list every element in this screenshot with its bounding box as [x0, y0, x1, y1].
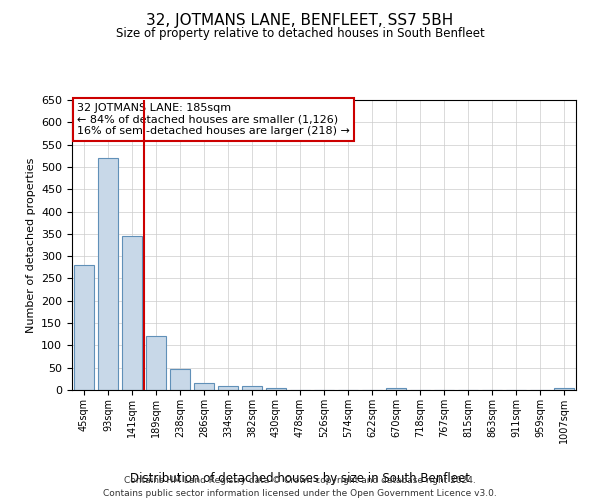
- Bar: [218, 386, 238, 390]
- Bar: [146, 336, 166, 390]
- Text: 32, JOTMANS LANE, BENFLEET, SS7 5BH: 32, JOTMANS LANE, BENFLEET, SS7 5BH: [146, 12, 454, 28]
- Bar: [554, 388, 574, 390]
- Bar: [242, 386, 262, 390]
- Bar: [386, 388, 406, 390]
- Y-axis label: Number of detached properties: Number of detached properties: [26, 158, 35, 332]
- Bar: [74, 265, 94, 390]
- Bar: [170, 368, 190, 390]
- Text: Contains HM Land Registry data © Crown copyright and database right 2024.
Contai: Contains HM Land Registry data © Crown c…: [103, 476, 497, 498]
- Text: Distribution of detached houses by size in South Benfleet: Distribution of detached houses by size …: [130, 472, 470, 485]
- Text: Size of property relative to detached houses in South Benfleet: Size of property relative to detached ho…: [116, 28, 484, 40]
- Text: 32 JOTMANS LANE: 185sqm
← 84% of detached houses are smaller (1,126)
16% of semi: 32 JOTMANS LANE: 185sqm ← 84% of detache…: [77, 103, 350, 136]
- Bar: [122, 236, 142, 390]
- Bar: [194, 384, 214, 390]
- Bar: [266, 388, 286, 390]
- Bar: [98, 158, 118, 390]
